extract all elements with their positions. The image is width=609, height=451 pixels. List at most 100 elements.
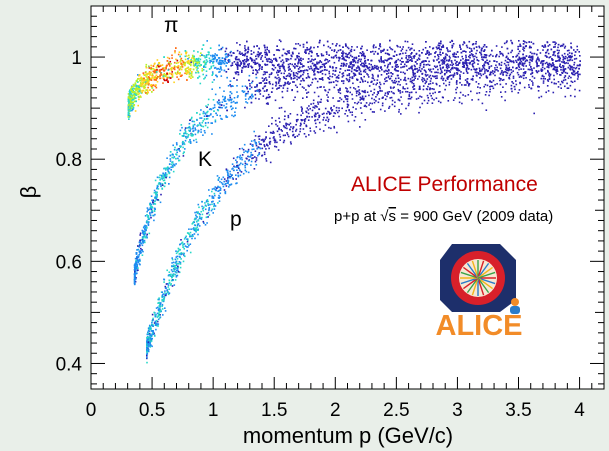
density-cell [235, 56, 238, 58]
density-cell [258, 152, 261, 154]
density-cell [177, 53, 180, 56]
density-cell [182, 141, 184, 144]
density-cell [133, 100, 136, 103]
density-cell [309, 107, 311, 110]
density-cell [278, 80, 281, 82]
density-cell [390, 48, 392, 50]
density-cell [194, 64, 197, 67]
density-cell [212, 60, 215, 63]
density-cell [222, 98, 225, 101]
density-cell [224, 50, 227, 53]
density-cell [132, 89, 134, 92]
density-cell [153, 219, 155, 222]
density-cell [361, 79, 364, 81]
density-cell [522, 59, 525, 61]
density-cell [140, 76, 142, 79]
density-cell [494, 74, 496, 77]
density-cell [255, 157, 258, 159]
density-cell [149, 211, 151, 214]
density-cell [571, 68, 574, 71]
density-cell [536, 63, 538, 66]
density-cell [367, 59, 369, 61]
density-cell [528, 41, 530, 43]
density-cell [313, 107, 316, 109]
density-cell [156, 186, 159, 189]
density-cell [171, 57, 173, 59]
density-cell [496, 53, 498, 56]
density-cell [308, 105, 310, 107]
density-cell [362, 70, 365, 73]
density-cell [152, 67, 154, 70]
density-cell [254, 61, 256, 64]
density-cell [153, 202, 155, 205]
density-cell [204, 62, 207, 64]
density-cell [348, 73, 351, 75]
density-cell [545, 55, 548, 58]
density-cell [359, 96, 362, 99]
density-cell [411, 81, 413, 84]
density-cell [127, 98, 130, 101]
density-cell [206, 60, 209, 63]
density-cell [429, 69, 431, 72]
density-cell [184, 50, 187, 52]
density-cell [265, 77, 267, 79]
density-cell [485, 56, 487, 59]
density-cell [564, 75, 567, 77]
density-cell [231, 177, 234, 179]
density-cell [275, 83, 278, 85]
density-cell [473, 62, 476, 64]
density-cell [127, 108, 130, 111]
density-cell [156, 196, 158, 198]
density-cell [398, 111, 400, 113]
density-cell [502, 74, 504, 76]
density-cell [395, 80, 398, 83]
density-cell [297, 70, 300, 73]
density-cell [297, 76, 300, 79]
density-cell [197, 229, 199, 231]
density-cell [164, 173, 166, 176]
density-cell [176, 267, 179, 270]
density-cell [156, 65, 158, 68]
density-cell [530, 46, 532, 49]
density-cell [300, 74, 302, 77]
density-cell [158, 312, 160, 315]
density-cell [136, 264, 138, 267]
density-cell [380, 67, 382, 69]
density-cell [491, 85, 494, 88]
density-cell [431, 102, 434, 104]
density-cell [485, 46, 488, 48]
density-cell [336, 51, 338, 54]
density-cell [449, 64, 452, 66]
density-cell [310, 46, 312, 48]
density-cell [168, 172, 171, 174]
density-cell [163, 296, 166, 298]
density-cell [441, 46, 443, 48]
density-cell [367, 74, 369, 76]
density-cell [163, 167, 166, 170]
density-cell [331, 109, 333, 112]
density-cell [283, 77, 286, 79]
density-cell [446, 54, 448, 56]
density-cell [344, 69, 347, 72]
density-cell [326, 59, 329, 61]
density-cell [184, 68, 187, 71]
density-cell [180, 253, 183, 255]
density-cell [482, 45, 485, 48]
density-cell [330, 108, 332, 110]
density-cell [216, 54, 218, 57]
density-cell [531, 75, 534, 78]
density-cell [323, 64, 325, 67]
density-cell [141, 244, 144, 247]
density-cell [218, 63, 220, 65]
density-cell [214, 120, 217, 123]
density-cell [213, 104, 216, 106]
density-cell [204, 113, 207, 115]
density-cell [264, 53, 267, 56]
density-cell [147, 84, 150, 86]
density-cell [231, 168, 233, 170]
density-cell [149, 74, 151, 76]
density-cell [452, 63, 455, 65]
density-cell [408, 94, 411, 96]
density-cell [304, 118, 307, 120]
density-cell [134, 267, 137, 269]
